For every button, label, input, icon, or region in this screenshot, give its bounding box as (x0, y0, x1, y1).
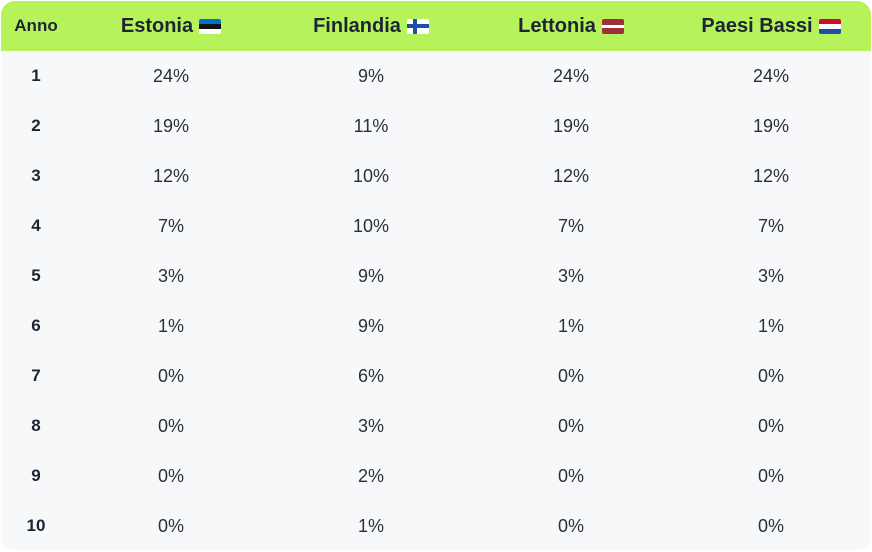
value-cell: 1% (757, 315, 784, 336)
value-cell: 1% (557, 315, 584, 336)
value-cell: 3% (757, 265, 784, 286)
value-cell: 3% (357, 415, 384, 436)
table-row: 8 0% 3% 0% 0% (1, 401, 871, 451)
table-row: 2 19% 11% 19% 19% (1, 101, 871, 151)
value-cell: 7% (557, 215, 584, 236)
value-cell: 9% (357, 315, 384, 336)
value-cell: 0% (757, 465, 784, 486)
value-cell: 19% (752, 115, 790, 136)
value-cell: 0% (557, 515, 584, 536)
value-cell: 0% (757, 365, 784, 386)
value-cell: 0% (757, 415, 784, 436)
year-cell: 2 (31, 116, 41, 135)
value-cell: 3% (157, 265, 184, 286)
table-row: 4 7% 10% 7% 7% (1, 201, 871, 251)
year-cell: 10 (26, 516, 46, 535)
table-row: 10 0% 1% 0% 0% (1, 501, 871, 550)
header-finland: Finlandia (271, 15, 471, 38)
header-country-label: Lettonia (518, 14, 596, 37)
value-cell: 0% (157, 415, 184, 436)
table-row: 6 1% 9% 1% 1% (1, 301, 871, 351)
table-body: 1 24% 9% 24% 24% 2 19% 11% 19% 19% 3 12% 10% 12% 12% 4 7… (1, 51, 871, 550)
year-cell: 6 (31, 316, 41, 335)
value-cell: 24% (152, 65, 190, 86)
year-cell: 3 (31, 166, 41, 185)
table-row: 3 12% 10% 12% 12% (1, 151, 871, 201)
value-cell: 1% (357, 515, 384, 536)
table-row: 1 24% 9% 24% 24% (1, 51, 871, 101)
year-cell: 1 (31, 66, 41, 85)
netherlands-flag-icon (818, 18, 841, 34)
value-cell: 7% (157, 215, 184, 236)
value-cell: 7% (757, 215, 784, 236)
value-cell: 0% (157, 365, 184, 386)
year-cell: 8 (31, 416, 41, 435)
year-cell: 4 (31, 216, 41, 235)
value-cell: 1% (157, 315, 184, 336)
value-cell: 12% (552, 165, 590, 186)
value-cell: 6% (357, 365, 384, 386)
year-cell: 9 (31, 466, 41, 485)
header-estonia: Estonia (71, 15, 271, 38)
finland-flag-icon (406, 18, 429, 34)
value-cell: 0% (557, 415, 584, 436)
value-cell: 24% (752, 65, 790, 86)
value-cell: 2% (357, 465, 384, 486)
value-cell: 10% (352, 165, 390, 186)
latvia-flag-icon (601, 18, 624, 34)
value-cell: 0% (557, 465, 584, 486)
value-cell: 0% (557, 365, 584, 386)
value-cell: 0% (157, 515, 184, 536)
value-cell: 9% (357, 265, 384, 286)
value-cell: 12% (152, 165, 190, 186)
header-netherlands: Paesi Bassi (671, 15, 871, 38)
value-cell: 24% (552, 65, 590, 86)
value-cell: 12% (752, 165, 790, 186)
header-country-label: Finlandia (313, 14, 401, 37)
value-cell: 9% (357, 65, 384, 86)
header-year: Anno (14, 16, 58, 35)
table-row: 5 3% 9% 3% 3% (1, 251, 871, 301)
value-cell: 19% (552, 115, 590, 136)
table-row: 7 0% 6% 0% 0% (1, 351, 871, 401)
value-cell: 3% (557, 265, 584, 286)
value-cell: 0% (757, 515, 784, 536)
estonia-flag-icon (199, 18, 222, 34)
header-latvia: Lettonia (471, 15, 671, 38)
value-cell: 19% (152, 115, 190, 136)
value-cell: 0% (157, 465, 184, 486)
table-header: Anno Estonia Finlandia Lettonia (1, 1, 871, 51)
header-country-label: Paesi Bassi (701, 14, 813, 37)
value-cell: 11% (353, 115, 389, 136)
year-cell: 7 (31, 366, 41, 385)
year-cell: 5 (31, 266, 41, 285)
header-country-label: Estonia (120, 14, 194, 37)
table-row: 9 0% 2% 0% 0% (1, 451, 871, 501)
value-cell: 10% (352, 215, 390, 236)
